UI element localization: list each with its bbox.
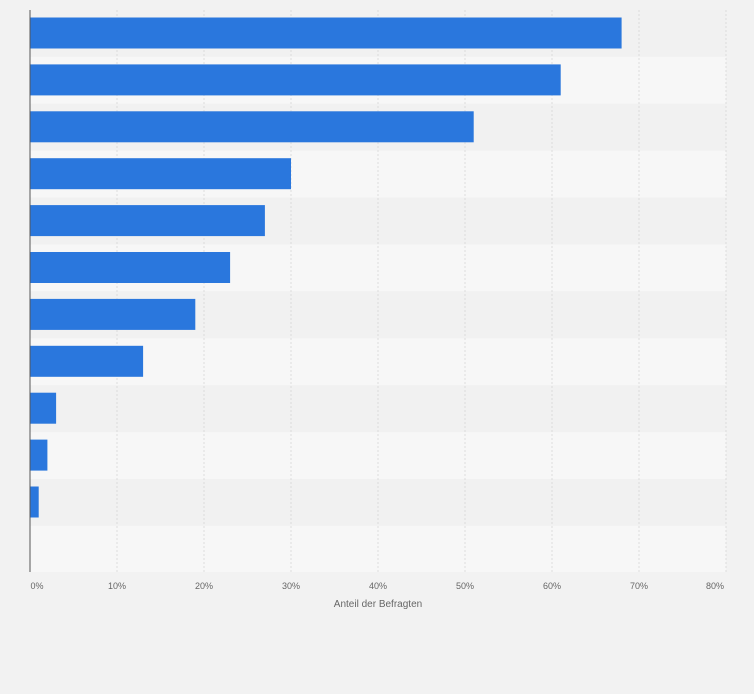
bar [30, 158, 291, 190]
x-tick-label: 80% [706, 581, 724, 591]
bar [30, 205, 265, 237]
x-tick-label: 10% [108, 581, 126, 591]
bar [30, 486, 39, 518]
x-tick-label: 40% [369, 581, 387, 591]
bars [30, 17, 622, 518]
x-tick-label: 20% [195, 581, 213, 591]
x-tick-label: 50% [456, 581, 474, 591]
x-tick-label: 70% [630, 581, 648, 591]
x-tick-label: 60% [543, 581, 561, 591]
bar [30, 111, 474, 143]
x-axis-label: Anteil der Befragten [334, 599, 422, 610]
bar [30, 17, 622, 49]
bar [30, 345, 144, 377]
bar [30, 64, 561, 96]
x-tick-label: 0% [30, 581, 43, 591]
bar [30, 439, 48, 471]
gridlines [116, 10, 727, 572]
row-band [30, 385, 726, 433]
x-tick-label: 30% [282, 581, 300, 591]
bar [30, 252, 231, 283]
bar [30, 298, 196, 330]
bar [30, 392, 57, 424]
row-band [30, 525, 726, 572]
x-tick-labels: 0% 10% 20% 30% 40% 50% 60% 70% 80% [30, 581, 724, 591]
